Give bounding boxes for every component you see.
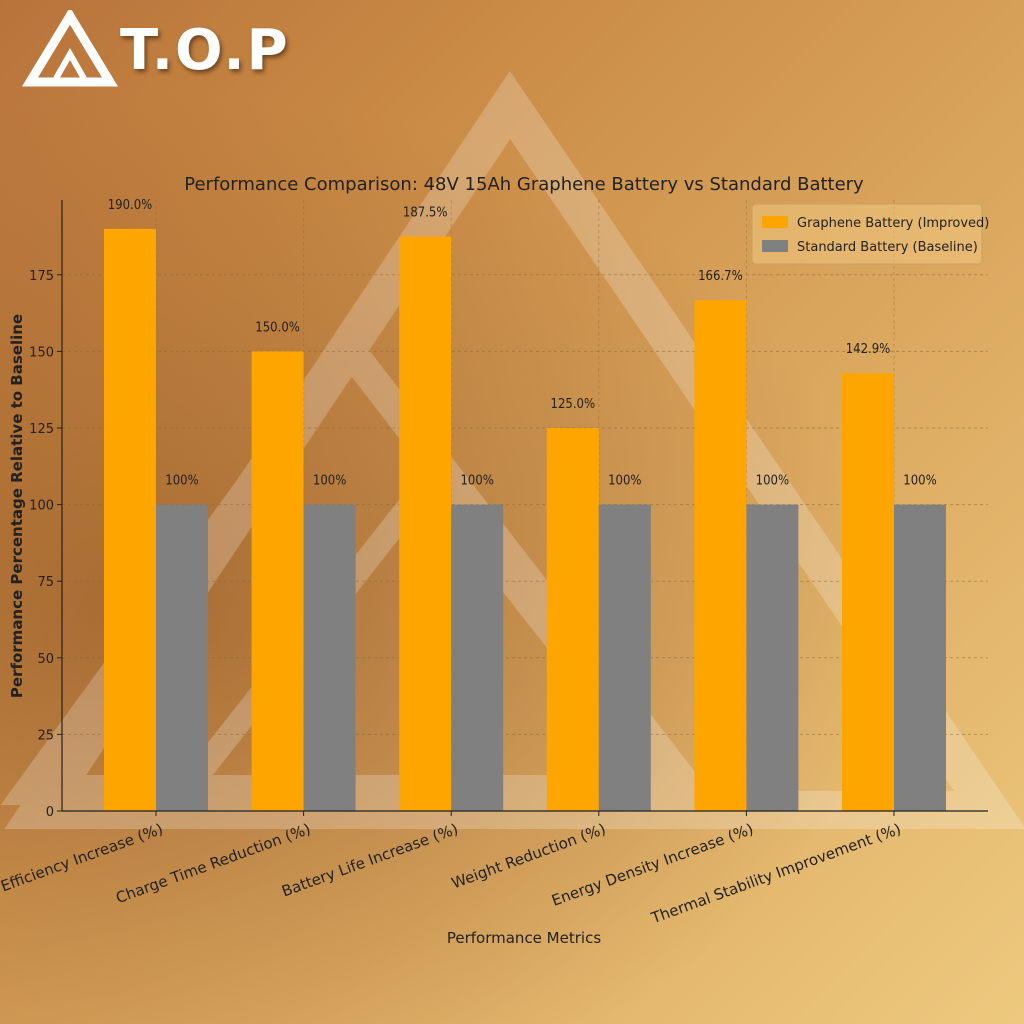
- bar-value-label: 142.9%: [846, 342, 891, 357]
- legend-box: [751, 203, 983, 265]
- bar-value-label: 150.0%: [255, 320, 300, 335]
- axes: [57, 200, 988, 816]
- bar-value-label: 100%: [756, 474, 789, 489]
- x-tick-label: Thermal Stability Improvement (%): [648, 820, 903, 928]
- x-axis-title: Performance Metrics: [447, 929, 601, 947]
- bar-graphene: [694, 300, 747, 811]
- bar-standard: [156, 504, 208, 811]
- y-tick-label: 0: [46, 805, 54, 820]
- bar-value-label: 166.7%: [698, 269, 743, 284]
- logo-text: T.O.P: [120, 18, 290, 83]
- legend-label: Graphene Battery (Improved): [797, 216, 989, 231]
- legend-swatch: [762, 240, 788, 252]
- y-tick-label: 75: [37, 575, 54, 590]
- bar-graphene: [546, 428, 599, 811]
- chart-title: Performance Comparison: 48V 15Ah Graphen…: [184, 174, 864, 195]
- y-tick-labels: 0 25 50 75 100 125 150 175: [29, 269, 54, 820]
- bar-standard: [746, 504, 799, 811]
- y-tick-label: 150: [29, 345, 54, 360]
- y-tick-label: 50: [37, 652, 54, 667]
- bar-value-label: 190.0%: [108, 198, 153, 213]
- logo: [22, 10, 118, 87]
- bar-value-label: 100%: [903, 474, 936, 489]
- x-tick-labels: Efficiency Increase (%)Charge Time Reduc…: [0, 820, 903, 928]
- bar-value-label: 100%: [460, 474, 493, 489]
- bar-graphene: [399, 236, 452, 811]
- bar-value-labels: 190.0% 150.0% 187.5% 125.0% 166.7% 142.9% 100%…: [108, 198, 937, 489]
- bar-value-label: 187.5%: [403, 206, 448, 221]
- bar-graphene: [104, 228, 156, 812]
- bar-standard: [451, 504, 504, 811]
- bar-standard: [894, 504, 946, 811]
- bar-value-label: 100%: [313, 474, 346, 489]
- legend: Graphene Battery (Improved) Standard Batt…: [751, 203, 989, 265]
- y-tick-label: 25: [37, 728, 54, 743]
- grid-lines: [62, 200, 988, 811]
- y-tick-label: 125: [29, 422, 54, 437]
- legend-label: Standard Battery (Baseline): [797, 240, 978, 255]
- y-tick-label: 100: [29, 499, 54, 514]
- bar-value-label: 100%: [608, 474, 641, 489]
- bar-standard: [303, 504, 356, 811]
- legend-swatch: [762, 216, 788, 228]
- logo-triangle-icon: [22, 10, 118, 87]
- y-axis-title: Performance Percentage Relative to Basel…: [8, 314, 26, 698]
- bar-graphene: [251, 351, 304, 811]
- bar-graphene: [842, 373, 894, 811]
- bars: [104, 228, 946, 812]
- bar-standard: [598, 504, 651, 811]
- y-tick-label: 175: [29, 269, 54, 284]
- bar-value-label: 100%: [165, 474, 198, 489]
- bar-value-label: 125.0%: [551, 397, 596, 412]
